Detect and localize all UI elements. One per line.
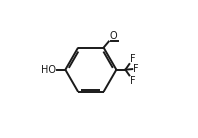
Text: F: F <box>130 54 136 63</box>
Text: O: O <box>109 31 117 41</box>
Text: F: F <box>133 64 139 74</box>
Text: HO: HO <box>41 65 56 75</box>
Text: F: F <box>130 76 135 86</box>
